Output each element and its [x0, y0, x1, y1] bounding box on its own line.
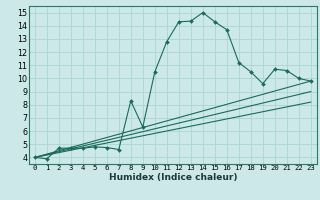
X-axis label: Humidex (Indice chaleur): Humidex (Indice chaleur) — [108, 173, 237, 182]
